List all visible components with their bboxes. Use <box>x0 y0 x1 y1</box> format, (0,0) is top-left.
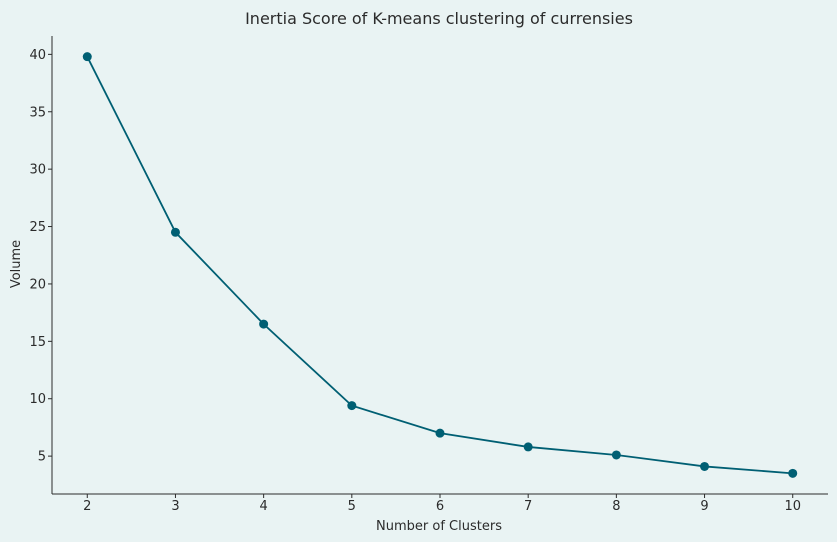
data-point <box>611 450 621 460</box>
y-tick-label: 10 <box>29 392 46 407</box>
y-tick-label: 20 <box>29 277 46 292</box>
x-tick-label: 6 <box>436 499 444 514</box>
x-axis-title: Number of Clusters <box>376 519 502 534</box>
data-point <box>700 461 710 471</box>
series-line <box>86 56 793 475</box>
data-point <box>435 428 445 438</box>
x-tick-label: 9 <box>700 499 708 514</box>
x-ticks: 2 3 4 5 6 7 8 9 10 <box>83 494 801 514</box>
x-tick-label: 10 <box>784 499 801 514</box>
x-tick-label: 7 <box>524 499 532 514</box>
data-point <box>788 468 798 478</box>
data-point <box>347 401 357 411</box>
data-point <box>82 52 92 62</box>
data-point <box>170 227 180 237</box>
y-tick-label: 40 <box>29 48 46 63</box>
y-tick-label: 25 <box>29 220 46 235</box>
y-tick-label: 5 <box>38 450 46 465</box>
y-tick-label: 15 <box>29 335 46 350</box>
data-point <box>523 442 533 452</box>
y-tick-label: 30 <box>29 163 46 178</box>
chart-title: Inertia Score of K-means clustering of c… <box>245 9 633 28</box>
y-tick-label: 35 <box>29 105 46 120</box>
y-axis-title: Volume <box>9 240 24 288</box>
data-point <box>259 319 269 329</box>
y-ticks: 5 10 15 20 25 30 35 40 <box>29 48 52 465</box>
x-tick-label: 5 <box>348 499 356 514</box>
axes <box>51 36 828 495</box>
x-tick-label: 3 <box>171 499 179 514</box>
x-tick-label: 4 <box>259 499 267 514</box>
series-layer <box>82 52 798 478</box>
x-tick-label: 8 <box>612 499 620 514</box>
x-tick-label: 2 <box>83 499 91 514</box>
